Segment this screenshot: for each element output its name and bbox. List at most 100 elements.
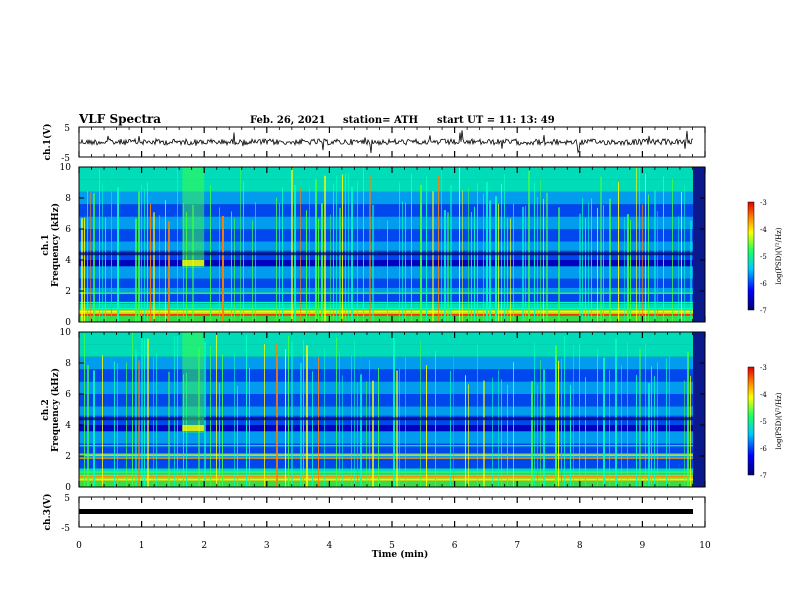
- spectrogram-sferic: [492, 377, 493, 487]
- panel-tick-marks: [78, 127, 706, 527]
- spectrogram-band: [79, 452, 693, 460]
- spectrogram-sferic: [84, 333, 85, 487]
- spectrogram-sferic: [372, 204, 374, 322]
- time-axis-ticks: 0 1 2 3 4 5 6 7 8 9 10: [76, 541, 711, 551]
- ch1-colorbar-tick--4: -4: [760, 226, 767, 234]
- spectrogram-sferic: [87, 190, 88, 322]
- spectrogram-sferic: [543, 369, 545, 487]
- spectrogram-line: [79, 471, 693, 473]
- spectrogram-sferic: [678, 216, 679, 322]
- spectrogram-band: [79, 381, 693, 394]
- spectrogram-sferic: [462, 190, 463, 322]
- spectrogram-sferic: [471, 211, 472, 322]
- spectrogram-sferic: [291, 167, 293, 322]
- spectrogram-sferic: [648, 194, 649, 322]
- spectrogram-sferic: [399, 368, 400, 487]
- spectrogram-sferic: [501, 379, 502, 487]
- header-date: Feb. 26, 2021: [250, 115, 326, 126]
- spectrogram-band: [79, 474, 693, 481]
- spectrogram-sferic: [405, 202, 406, 322]
- spectrogram-band: [79, 431, 693, 444]
- spectrogram-line: [79, 454, 693, 456]
- spectrogram-sferic: [498, 370, 499, 487]
- spectrogram-sferic: [303, 340, 304, 487]
- ch2-colorbar-label: log(PSD)(V²/Hz): [775, 392, 783, 449]
- ch3-waveform-panel: 5 -5 ch.3(V) 0 1 2 3 4 5 6 7 8 9 10 Time (min): [42, 494, 711, 560]
- spectrogram-sferic: [447, 212, 449, 322]
- spectrogram-sferic: [378, 368, 379, 487]
- time-axis-label: Time (min): [372, 549, 429, 560]
- spectrogram-sferic: [330, 214, 331, 322]
- ytick-label-0: 0: [65, 318, 71, 328]
- spectrogram-sferic: [513, 203, 514, 322]
- spectrogram-sferic: [558, 207, 560, 322]
- ch2-spectrogram-yticks: 0 2 4 6 8 10: [60, 328, 705, 493]
- spectrogram-sferic: [387, 220, 388, 322]
- spectrogram-sferic: [84, 217, 85, 322]
- spectrogram-burst-core: [182, 425, 205, 431]
- spectrogram-sferic: [666, 358, 667, 487]
- spectrogram-sferic: [672, 178, 673, 322]
- spectrogram-sferic: [618, 182, 619, 322]
- spectrogram-sferic: [210, 346, 211, 487]
- spectrogram-sferic: [315, 179, 317, 322]
- spectrogram-sferic: [603, 357, 605, 487]
- spectrogram-sferic: [600, 176, 602, 322]
- spectrogram-sferic: [150, 203, 151, 322]
- ytick-label-6: 6: [65, 390, 71, 400]
- spectrogram-sferic: [540, 360, 541, 487]
- spectrogram-sferic: [405, 356, 406, 487]
- spectrogram-sferic: [351, 355, 352, 487]
- spectrogram-sferic: [426, 365, 427, 487]
- spectrogram-band: [79, 216, 693, 229]
- ch2-colorbar-tick--6: -6: [760, 445, 767, 453]
- xtick-label-10: 10: [699, 541, 711, 551]
- spectrogram-band: [79, 241, 693, 251]
- spectrogram-band: [79, 315, 693, 322]
- xtick-label-5: 5: [389, 541, 395, 551]
- spectrogram-sferic: [222, 215, 224, 322]
- spectrogram-line: [79, 301, 693, 304]
- spectrogram-sferic: [324, 175, 326, 322]
- spectrogram-sferic: [495, 196, 497, 322]
- spectrogram-sferic: [690, 375, 691, 487]
- spectrogram-sferic: [627, 341, 628, 487]
- spectrogram-sferic: [318, 218, 319, 322]
- spectrogram-sferic: [291, 341, 293, 487]
- ch2-colorbar-tick--5: -5: [760, 418, 767, 426]
- spectrogram-sferic: [639, 167, 640, 322]
- xtick-label-0: 0: [76, 541, 82, 551]
- spectrogram-sferic: [219, 382, 220, 487]
- spectrogram-sferic: [255, 202, 256, 322]
- spectrogram-sferic: [240, 167, 241, 322]
- spectrogram-sferic: [138, 360, 140, 487]
- spectrogram-sferic: [582, 198, 583, 322]
- spectrogram-sferic: [603, 205, 604, 322]
- ch1-spectrogram-ylabel-channel: ch.1: [41, 234, 51, 255]
- spectrogram-sferic: [630, 219, 631, 322]
- spectrogram-band: [79, 369, 693, 382]
- spectrogram-sferic: [579, 343, 580, 487]
- spectrogram-sferic: [144, 337, 145, 487]
- spectrogram-sferic: [555, 345, 557, 487]
- spectrogram-sferic: [636, 168, 637, 322]
- spectrogram-sferic: [177, 336, 178, 487]
- spectrogram-sferic: [585, 217, 586, 322]
- spectrogram-sferic: [546, 192, 548, 322]
- spectrogram-sferic: [105, 217, 106, 322]
- spectrogram-sferic: [174, 336, 175, 487]
- spectrogram-sferic: [165, 200, 166, 322]
- figure-title: VLF Spectra: [78, 112, 161, 126]
- spectrogram-sferic: [621, 364, 622, 487]
- spectrogram-sferic: [645, 344, 646, 487]
- spectrogram-sferic: [597, 207, 598, 322]
- spectrogram-sferic: [204, 341, 206, 487]
- spectrogram-sferic: [585, 377, 586, 487]
- spectrogram-sferic: [99, 169, 100, 322]
- spectrogram-sferic: [222, 354, 223, 487]
- spectrogram-band: [79, 394, 693, 407]
- spectrogram-line: [79, 479, 693, 481]
- spectrogram-sferic: [279, 203, 280, 322]
- spectrogram-sferic: [159, 215, 160, 322]
